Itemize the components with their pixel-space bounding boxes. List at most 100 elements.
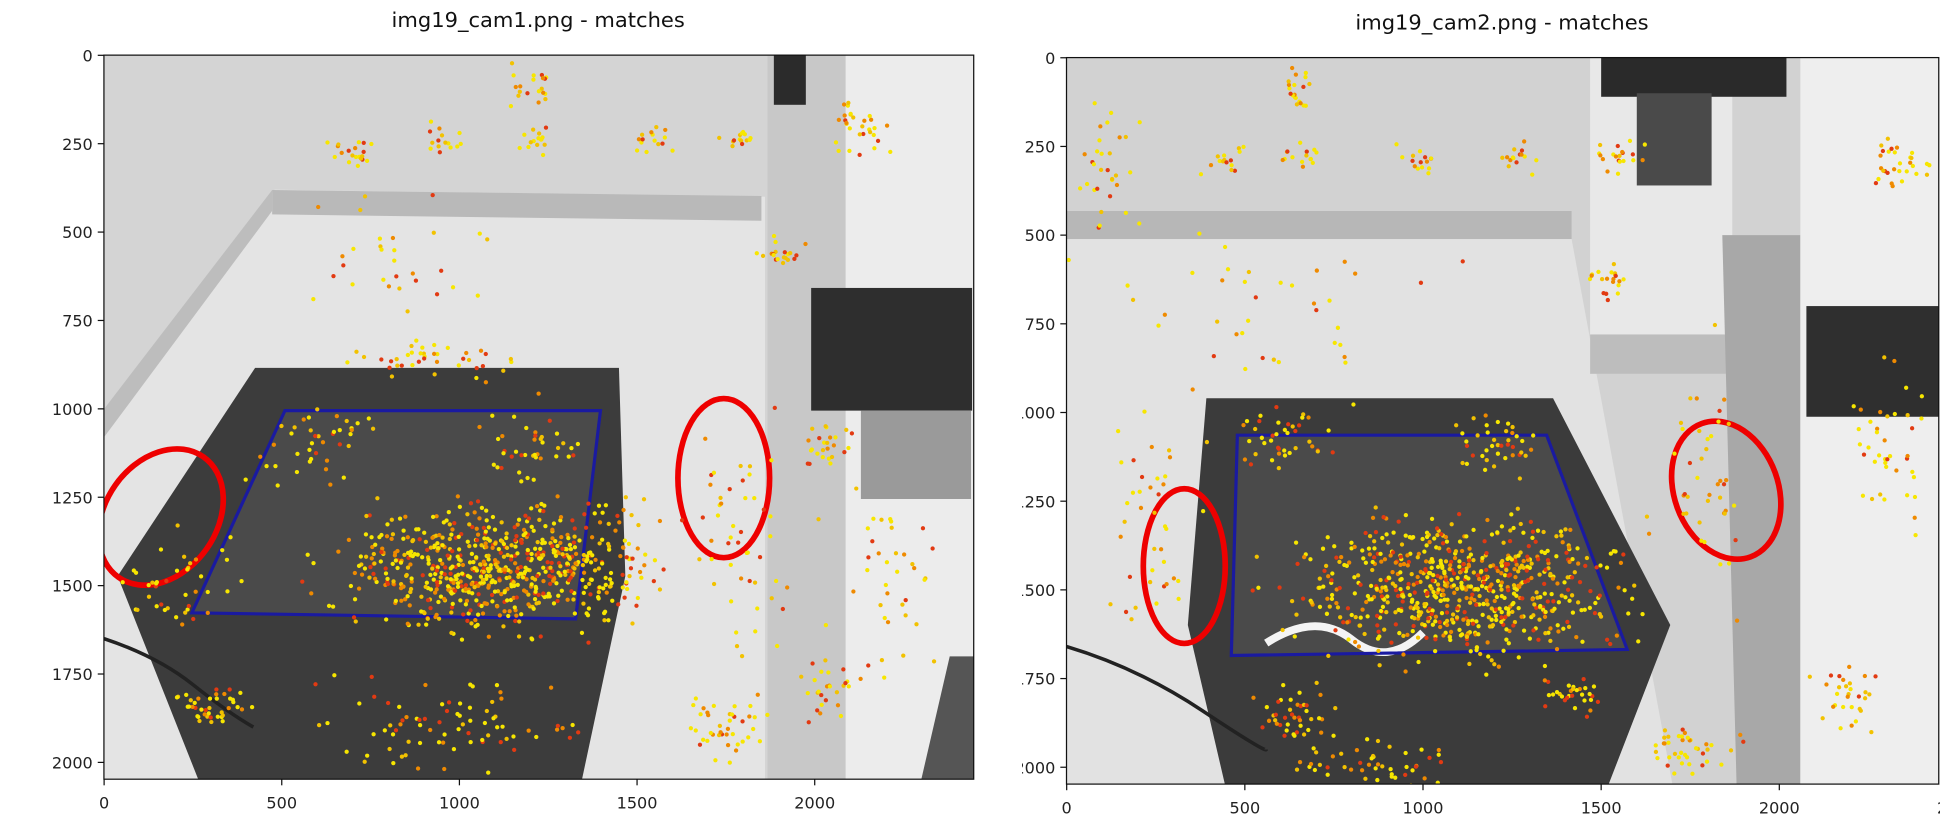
keypoint [184, 692, 189, 697]
keypoint [1488, 564, 1493, 569]
keypoint [1260, 725, 1265, 730]
keypoint [1276, 360, 1281, 365]
keypoint [434, 514, 439, 519]
keypoint [1289, 712, 1295, 717]
keypoint [1521, 558, 1526, 564]
keypoint [362, 566, 368, 571]
keypoint [782, 250, 787, 255]
keypoint [1484, 448, 1489, 453]
keypoint [542, 142, 547, 147]
keypoint [1119, 460, 1124, 465]
keypoint [1591, 684, 1597, 689]
keypoint [555, 543, 560, 549]
keypoint [1561, 626, 1566, 631]
keypoint [588, 560, 594, 565]
keypoint [456, 363, 461, 368]
keypoint [1872, 459, 1877, 464]
keypoint [1511, 600, 1516, 606]
keypoint [1717, 408, 1722, 413]
keypoint [1229, 163, 1234, 168]
keypoint [1478, 651, 1483, 657]
keypoint [914, 622, 919, 627]
keypoint [426, 561, 431, 566]
keypoint [361, 354, 367, 360]
keypoint [1484, 598, 1489, 603]
keypoint [356, 140, 361, 145]
keypoint [1156, 492, 1161, 497]
keypoint [1417, 612, 1423, 617]
keypoint [499, 465, 504, 471]
keypoint [435, 583, 440, 588]
keypoint [1241, 422, 1246, 428]
keypoint [806, 720, 811, 725]
keypoint [754, 251, 759, 256]
keypoint [1379, 559, 1384, 564]
keypoint [492, 557, 498, 563]
keypoint [1399, 576, 1404, 582]
keypoint [549, 560, 554, 566]
keypoint [701, 737, 706, 742]
keypoint [1355, 573, 1361, 578]
keypoint [1289, 598, 1295, 604]
keypoint [541, 565, 546, 570]
keypoint [484, 518, 489, 523]
keypoint [1597, 593, 1602, 598]
keypoint [558, 518, 563, 523]
keypoint [697, 742, 703, 747]
keypoint [381, 277, 386, 282]
keypoint [344, 749, 349, 754]
keypoint [1332, 340, 1337, 346]
keypoint [1314, 680, 1319, 686]
keypoint [543, 97, 548, 102]
keypoint [460, 722, 465, 727]
keypoint [1471, 557, 1476, 563]
x-tick-label: 1000 [1403, 799, 1444, 818]
keypoint [520, 575, 526, 580]
keypoint [753, 629, 758, 634]
keypoint [1300, 415, 1305, 420]
keypoint [222, 691, 227, 697]
keypoint [514, 533, 519, 539]
image-area [103, 55, 974, 780]
keypoint [1276, 465, 1281, 471]
keypoint [1123, 134, 1128, 140]
keypoint [1401, 652, 1406, 657]
keypoint [497, 578, 502, 583]
keypoint [400, 718, 405, 723]
keypoint [1349, 540, 1354, 545]
keypoint [895, 569, 900, 574]
keypoint [541, 509, 546, 514]
keypoint [1883, 460, 1888, 465]
keypoint [634, 603, 639, 608]
keypoint [420, 345, 425, 350]
keypoint [495, 465, 500, 470]
keypoint [1831, 704, 1836, 709]
keypoint [365, 753, 370, 758]
keypoint [1396, 607, 1401, 612]
keypoint [1304, 153, 1309, 158]
keypoint [188, 698, 193, 703]
keypoint [185, 567, 190, 572]
keypoint [415, 552, 420, 557]
keypoint [1415, 166, 1420, 171]
keypoint [1426, 166, 1432, 171]
keypoint [362, 194, 368, 199]
keypoint [586, 550, 592, 556]
keypoint [568, 569, 573, 574]
keypoint [1622, 588, 1627, 593]
keypoint [1712, 322, 1718, 328]
keypoint [1884, 464, 1889, 469]
keypoint [719, 501, 724, 506]
keypoint [1451, 571, 1457, 576]
keypoint [1330, 754, 1336, 759]
keypoint [1885, 170, 1890, 175]
keypoint [1299, 159, 1305, 164]
keypoint [1876, 453, 1882, 458]
keypoint [1358, 760, 1363, 766]
keypoint [1388, 766, 1393, 772]
keypoint [513, 618, 518, 624]
keypoint [1662, 728, 1668, 733]
keypoint [751, 726, 756, 732]
keypoint [1348, 767, 1354, 772]
keypoint [484, 708, 489, 714]
